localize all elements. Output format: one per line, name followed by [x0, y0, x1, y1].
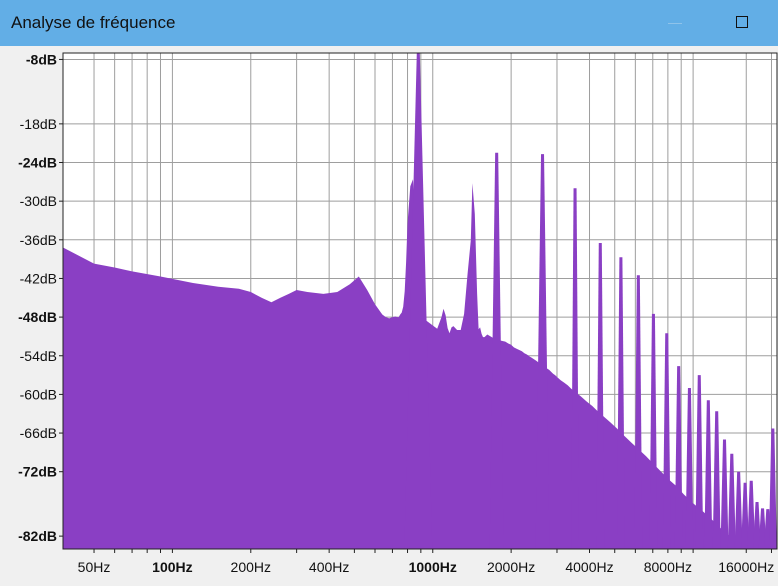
spectrum-peak — [674, 366, 683, 549]
spectrum-peak — [695, 375, 704, 549]
spectrum-peak — [596, 243, 605, 549]
plot-frame — [62, 52, 778, 550]
x-tick-label: 1000Hz — [409, 559, 457, 575]
y-tick-label: -36dB — [20, 232, 57, 248]
y-tick-label: -82dB — [18, 528, 57, 544]
y-tick-label: -48dB — [18, 309, 57, 325]
spectrum-peak — [741, 482, 750, 549]
spectrum-peak — [734, 471, 743, 549]
spectrum-peak — [489, 152, 504, 550]
y-tick-label: -24dB — [18, 155, 57, 171]
spectrum-peak — [727, 453, 736, 549]
spectrum-peak — [649, 313, 658, 549]
x-tick-label: 50Hz — [78, 559, 111, 575]
spectrum-peak — [571, 188, 580, 550]
frequency-spectrum-chart: -8dB -18dB -24dB -30dB -36dB -42dB -48dB -54dB -… — [18, 51, 778, 575]
spectrum-peak — [753, 502, 762, 549]
y-tick-label: -72dB — [18, 464, 57, 480]
spectrum-peak — [404, 53, 433, 549]
y-tick-label: -66dB — [20, 425, 57, 441]
spectrum-peak — [712, 411, 721, 549]
spectrum-peak — [616, 257, 625, 549]
y-tick-label: -8dB — [26, 51, 57, 67]
x-tick-label: 200Hz — [231, 559, 271, 575]
minimize-button[interactable] — [660, 8, 690, 38]
x-tick-label: 100Hz — [152, 559, 192, 575]
x-tick-label: 2000Hz — [487, 559, 535, 575]
y-tick-label: -18dB — [20, 116, 57, 132]
spectrum-peak — [768, 428, 777, 549]
x-tick-label: 8000Hz — [644, 559, 692, 575]
x-tick-label: 400Hz — [309, 559, 349, 575]
spectrum-peak — [535, 154, 550, 549]
y-tick-label: -60dB — [20, 386, 57, 402]
title-bar: Analyse de fréquence — [0, 0, 778, 46]
spectrum-peak — [662, 333, 671, 549]
y-tick-label: -30dB — [20, 193, 57, 209]
maximize-button[interactable] — [728, 8, 758, 38]
spectrum-peak — [720, 439, 729, 549]
spectrum-peak — [634, 275, 643, 549]
window-title: Analyse de fréquence — [11, 13, 176, 32]
spectrum-peak — [685, 388, 694, 549]
x-tick-label: 16000Hz — [718, 559, 774, 575]
y-tick-label: -42dB — [20, 270, 57, 286]
x-tick-label: 4000Hz — [565, 559, 613, 575]
y-tick-label: -54dB — [20, 348, 57, 364]
spectrum-peak — [747, 480, 756, 549]
spectrum-peak — [704, 400, 713, 549]
